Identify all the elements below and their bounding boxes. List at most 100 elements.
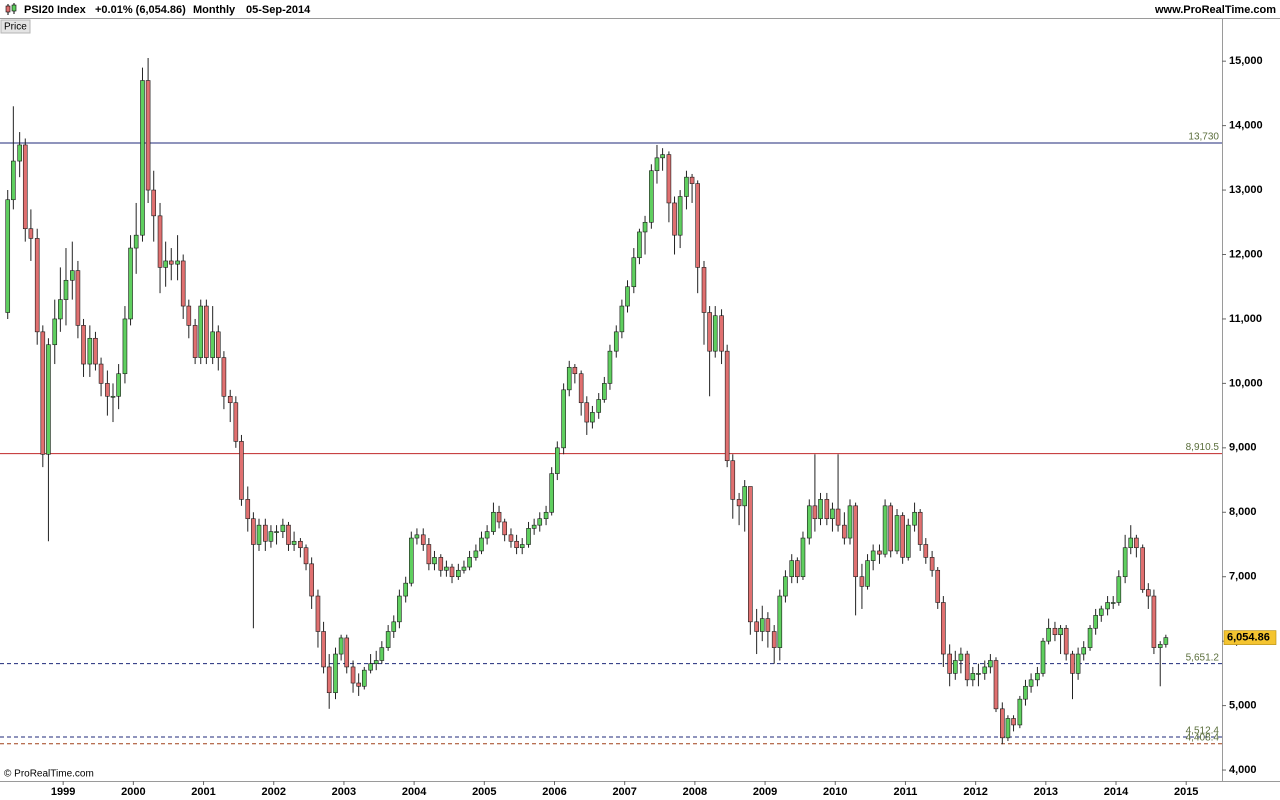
candle-body (964, 653, 970, 681)
candle (473, 544, 479, 561)
candle-body (800, 537, 806, 578)
candle (1157, 641, 1163, 687)
candle-body (1122, 547, 1128, 578)
candle-body (140, 80, 145, 236)
candle (98, 357, 104, 397)
candle-body (905, 524, 911, 558)
candle-body (771, 631, 777, 648)
x-tick-label: 2010 (823, 786, 847, 798)
candle-body (110, 395, 116, 398)
y-tick-label: 15,000 (1229, 55, 1263, 67)
candle (484, 525, 490, 545)
level-label: 8,910.5 (1186, 442, 1220, 453)
candle-body (391, 621, 397, 632)
candle-body (326, 666, 332, 694)
candle-body (461, 566, 467, 571)
candle-body (654, 157, 660, 172)
candle (1058, 625, 1063, 655)
candle (970, 666, 976, 687)
candle-body (40, 331, 46, 455)
candle-body (251, 518, 256, 545)
candle-body (672, 202, 677, 236)
candle-body (993, 660, 999, 710)
candle-body (695, 183, 700, 268)
candle (549, 467, 554, 516)
x-tick-label: 2002 (261, 786, 285, 798)
candle-body (555, 447, 560, 474)
candle-body (491, 511, 496, 532)
candle-body (420, 534, 426, 545)
candle-body (105, 383, 110, 397)
candle (859, 563, 865, 609)
candle-body (941, 602, 946, 655)
candle-body (853, 505, 858, 578)
candle-body (239, 441, 244, 500)
candle-body (157, 215, 163, 268)
candle (5, 190, 11, 319)
candle-body (1058, 627, 1063, 636)
candle-body (484, 531, 490, 539)
candle-body (1005, 718, 1011, 739)
candle-body (596, 399, 602, 413)
candle (192, 318, 198, 365)
candle-body (976, 673, 981, 675)
candle-body (888, 505, 894, 552)
candle (806, 499, 812, 545)
candle (180, 254, 186, 319)
candle (116, 364, 121, 410)
candle (976, 663, 981, 687)
candle-body (438, 557, 444, 571)
candle-body (514, 540, 519, 549)
candle (133, 202, 139, 274)
candle-body (28, 228, 34, 239)
candle (625, 280, 630, 313)
price-change: +0.01% (6,054.86) (95, 4, 186, 16)
candle-body (122, 318, 128, 375)
candle (695, 180, 700, 294)
candle (1063, 625, 1069, 661)
candle-body (842, 524, 847, 539)
candle (789, 554, 795, 584)
candle (122, 306, 128, 384)
candle (69, 241, 75, 300)
candle (17, 132, 22, 178)
candle-body (467, 557, 472, 568)
candle-body (754, 621, 759, 632)
candle (204, 299, 209, 365)
candle (754, 608, 759, 655)
candle-body (5, 199, 11, 313)
candle (438, 554, 444, 577)
candle-body (333, 653, 338, 694)
candle-body (1063, 627, 1069, 655)
x-tick-label: 2008 (683, 786, 707, 798)
candle (748, 486, 753, 635)
candle (988, 654, 993, 674)
candle-body (1151, 595, 1157, 648)
candle-body (1093, 615, 1098, 629)
candle-body (221, 357, 227, 397)
candle-body (684, 176, 689, 197)
candle-body (286, 524, 291, 545)
candle (853, 502, 858, 616)
candle (263, 518, 268, 551)
candle (707, 306, 712, 397)
candle-body (859, 576, 865, 587)
candle-body (1000, 708, 1005, 739)
candle-body (1046, 627, 1051, 642)
candle-body (865, 560, 870, 587)
candle (251, 512, 256, 629)
candle-body (432, 557, 437, 565)
candle (385, 625, 391, 651)
candle-body (298, 540, 303, 549)
candle (256, 518, 262, 551)
candle (175, 235, 180, 281)
candle (344, 634, 350, 674)
candle-body (1017, 698, 1023, 726)
candle (414, 528, 420, 545)
candle (783, 570, 788, 603)
candle-body (607, 350, 613, 384)
y-tick-label: 8,000 (1229, 506, 1257, 518)
candle (274, 525, 279, 545)
candle (280, 518, 286, 539)
x-tick-label: 2005 (472, 786, 496, 798)
